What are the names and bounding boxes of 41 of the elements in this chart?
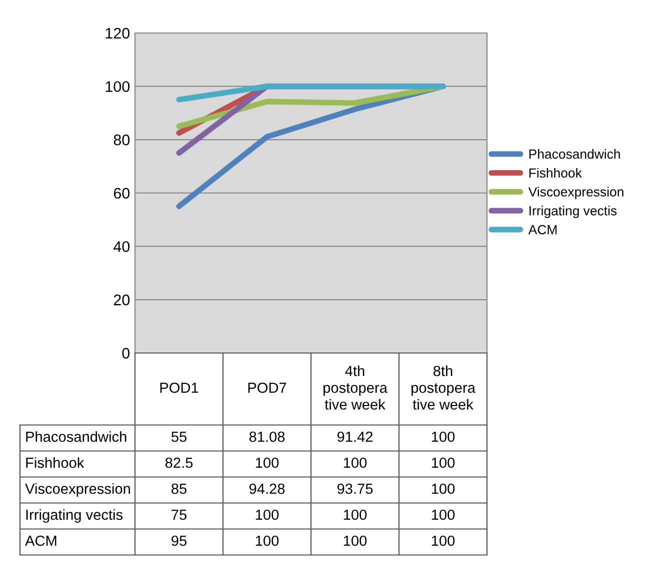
y-tick-label: 40 xyxy=(114,241,130,252)
data-label: 100 xyxy=(344,536,367,546)
data-label: 100 xyxy=(432,536,455,546)
data-label: 55 xyxy=(171,432,186,442)
y-tick-label: 20 xyxy=(114,294,130,306)
data-label: 100 xyxy=(344,510,367,520)
text: Irrigating vectis xyxy=(26,509,123,523)
text: ACM xyxy=(25,536,56,546)
data-label: 100 xyxy=(432,432,455,442)
data-label: 85 xyxy=(172,484,186,494)
data-label: 75 xyxy=(172,510,186,520)
legend-label: Viscoexpression xyxy=(528,186,624,200)
data-label: 100 xyxy=(256,458,279,468)
y-tick-label: 0 xyxy=(122,348,130,359)
legend-label: ACM xyxy=(528,224,557,234)
legend-label: Phacosandwich xyxy=(529,149,620,159)
x-tick-label: 4th postopera tive week xyxy=(324,365,388,410)
y-tick-label: 100 xyxy=(106,81,130,92)
data-label: 82.5 xyxy=(165,458,193,468)
legend-label: Irrigating vectis xyxy=(530,206,617,218)
x-tick-label: 8th postopera tive week xyxy=(412,365,476,410)
data-label: 91.42 xyxy=(337,432,373,442)
legend-label: Fishhook xyxy=(529,168,582,178)
y-tick-label: 120 xyxy=(106,28,130,39)
y-tick-label: 60 xyxy=(114,188,130,199)
data-label: 100 xyxy=(256,536,279,546)
data-label: 100 xyxy=(432,510,455,520)
text: Phacosandwich xyxy=(26,431,126,442)
text: Viscoexpression xyxy=(25,483,130,497)
x-tick-label: POD7 xyxy=(248,382,286,393)
text: Fishhook xyxy=(26,457,84,468)
data-label: 93.75 xyxy=(337,484,373,494)
x-tick-label: POD1 xyxy=(160,382,198,393)
data-label: 81.08 xyxy=(249,432,285,442)
y-tick-label: 80 xyxy=(114,134,130,146)
data-label: 94.28 xyxy=(249,484,285,494)
data-label: 100 xyxy=(432,458,455,468)
data-label: 100 xyxy=(256,510,279,520)
data-label: 95 xyxy=(172,536,186,546)
data-label: 100 xyxy=(344,458,367,468)
data-label: 100 xyxy=(432,484,455,494)
